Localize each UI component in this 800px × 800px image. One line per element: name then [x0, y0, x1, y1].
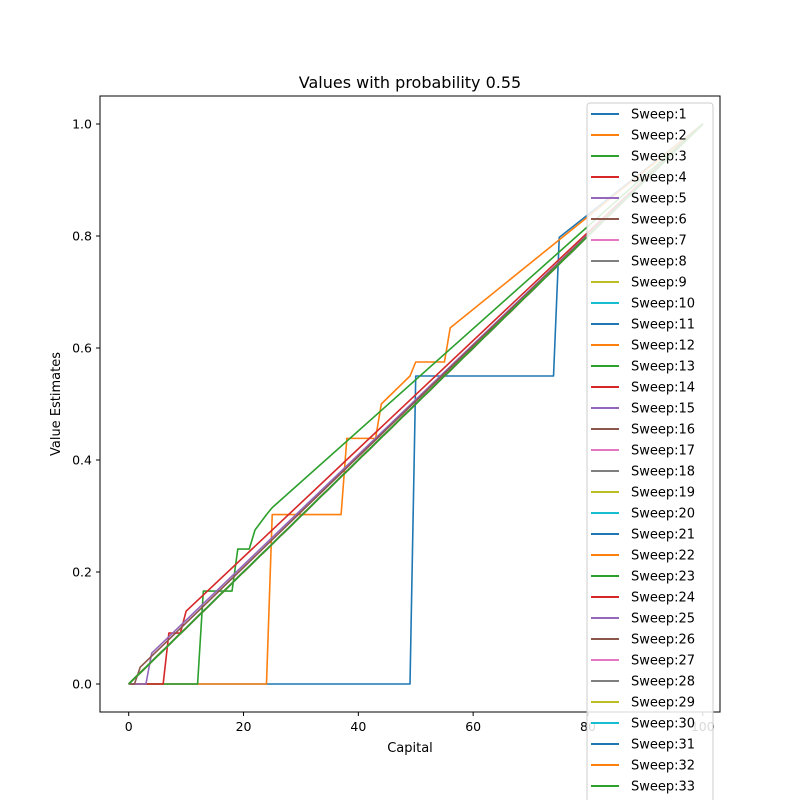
legend-label: Sweep:33: [631, 780, 695, 795]
legend-label: Sweep:7: [631, 234, 687, 249]
legend: Sweep:1 Sweep:2 Sweep:3 Sweep:4 Sweep:5 Sweep…: [586, 102, 714, 800]
y-tick-label: 0.8: [72, 229, 92, 244]
legend-label: Sweep:31: [631, 738, 695, 753]
legend-label: Sweep:12: [631, 339, 695, 354]
legend-label: Sweep:8: [631, 255, 687, 270]
legend-label: Sweep:25: [631, 612, 695, 627]
legend-label: Sweep:9: [631, 276, 687, 291]
legend-label: Sweep:3: [631, 150, 687, 165]
legend-label: Sweep:30: [631, 717, 695, 732]
legend-label: Sweep:13: [631, 360, 695, 375]
x-tick-label: 60: [465, 719, 481, 734]
y-tick-label: 0.4: [72, 453, 92, 468]
legend-label: Sweep:5: [631, 192, 687, 207]
series-line-5: [128, 123, 704, 685]
x-tick-label: 0: [125, 719, 133, 734]
y-axis-label: Value Estimates: [49, 352, 64, 456]
legend-label: Sweep:32: [631, 759, 695, 774]
y-tick-label: 1.0: [72, 117, 92, 132]
x-tick-label: 20: [236, 719, 252, 734]
legend-label: Sweep:28: [631, 675, 695, 690]
y-tick-label: 0.0: [72, 677, 92, 692]
legend-label: Sweep:17: [631, 444, 695, 459]
legend-label: Sweep:16: [631, 423, 695, 438]
y-tick-label: 0.6: [72, 341, 92, 356]
legend-label: Sweep:23: [631, 570, 695, 585]
legend-label: Sweep:10: [631, 297, 695, 312]
y-tick-label: 0.2: [72, 565, 92, 580]
legend-label: Sweep:6: [631, 213, 687, 228]
legend-label: Sweep:1: [631, 108, 687, 123]
legend-label: Sweep:20: [631, 507, 695, 522]
series-line-1: [128, 123, 704, 685]
legend-label: Sweep:4: [631, 171, 687, 186]
legend-label: Sweep:27: [631, 654, 695, 669]
legend-label: Sweep:14: [631, 381, 695, 396]
legend-label: Sweep:2: [631, 129, 687, 144]
x-axis-label: Capital: [387, 741, 433, 756]
series-line-2: [128, 123, 704, 685]
legend-label: Sweep:18: [631, 465, 695, 480]
legend-label: Sweep:15: [631, 402, 695, 417]
legend-label: Sweep:26: [631, 633, 695, 648]
chart-title: Values with probability 0.55: [299, 73, 521, 92]
legend-label: Sweep:11: [631, 318, 695, 333]
legend-box: [586, 102, 714, 800]
legend-label: Sweep:21: [631, 528, 695, 543]
series-line-3: [128, 123, 704, 685]
legend-label: Sweep:29: [631, 696, 695, 711]
legend-label: Sweep:24: [631, 591, 695, 606]
legend-label: Sweep:22: [631, 549, 695, 564]
x-tick-label: 40: [350, 719, 366, 734]
plot-frame: [99, 95, 721, 713]
legend-label: Sweep:19: [631, 486, 695, 501]
